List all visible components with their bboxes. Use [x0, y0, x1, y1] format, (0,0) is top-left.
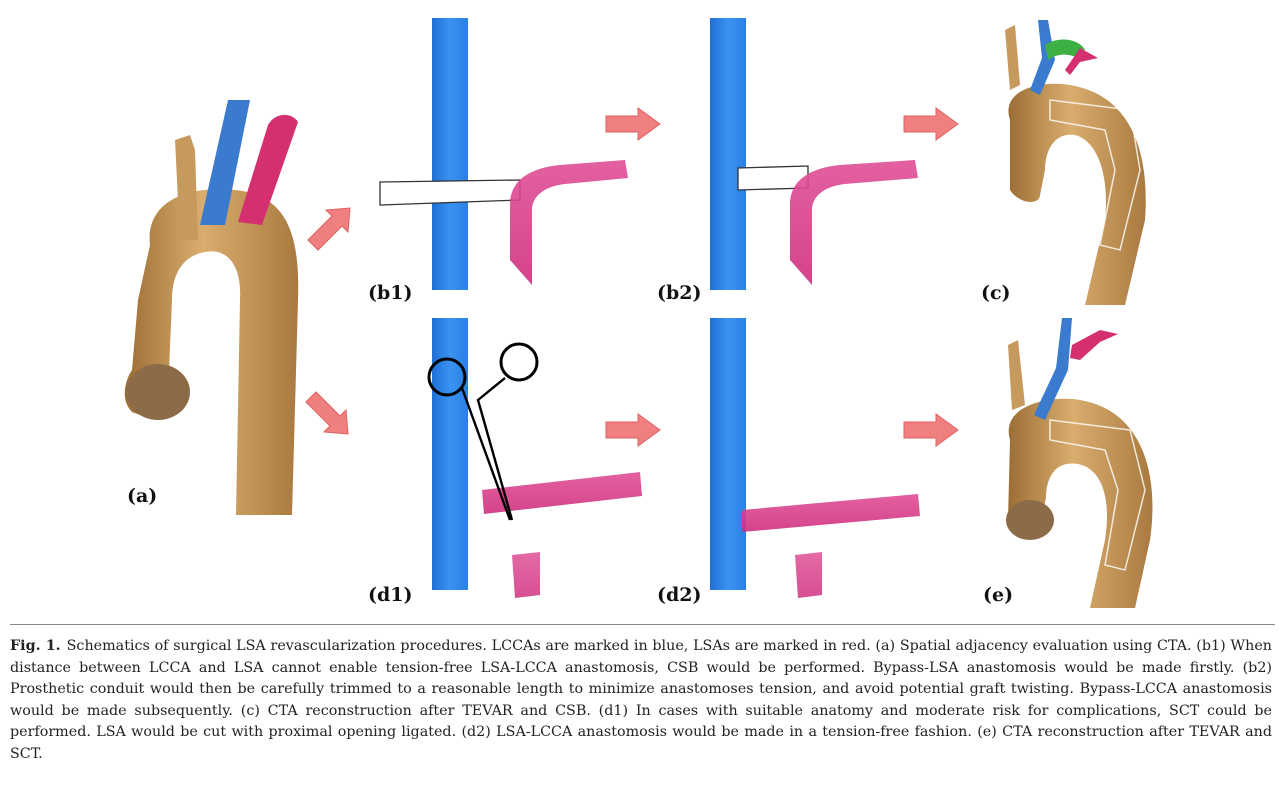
aorta-model-a — [124, 100, 299, 515]
panel-label-d2: (d2) — [657, 584, 702, 606]
figure-artwork — [124, 18, 1153, 608]
panel-label-b2: (b2) — [657, 282, 702, 304]
schematic-b1 — [379, 18, 628, 290]
arrow-d2-to-e — [903, 413, 959, 447]
stented-aorta-c — [1005, 20, 1146, 305]
panel-label-c: (c) — [981, 282, 1011, 304]
panel-label-d1: (d1) — [368, 584, 413, 606]
panel-label-e: (e) — [983, 584, 1014, 606]
figure: (a) (b1) (b2) (c) (d1) (d2) (e) — [124, 18, 1153, 608]
figure-caption: Fig. 1. Schematics of surgical LSA revasc… — [10, 636, 1272, 765]
caption-text: Schematics of surgical LSA revasculariza… — [10, 638, 1272, 762]
panel-label-b1: (b1) — [368, 282, 413, 304]
panel-label-a: (a) — [127, 485, 158, 507]
schematic-b2 — [710, 18, 918, 290]
schematic-d2 — [710, 318, 920, 598]
caption-divider — [10, 624, 1275, 625]
arrow-b2-to-c — [903, 107, 959, 141]
arrow-b1-to-b2 — [605, 107, 661, 141]
arrow-d1-to-d2 — [605, 413, 661, 447]
figure-number: Fig. 1. — [10, 638, 61, 654]
stented-aorta-e — [1006, 318, 1153, 608]
arrow-a-to-b1 — [307, 207, 351, 251]
schematic-d1 — [427, 318, 642, 598]
arrow-a-to-d1 — [305, 391, 349, 435]
